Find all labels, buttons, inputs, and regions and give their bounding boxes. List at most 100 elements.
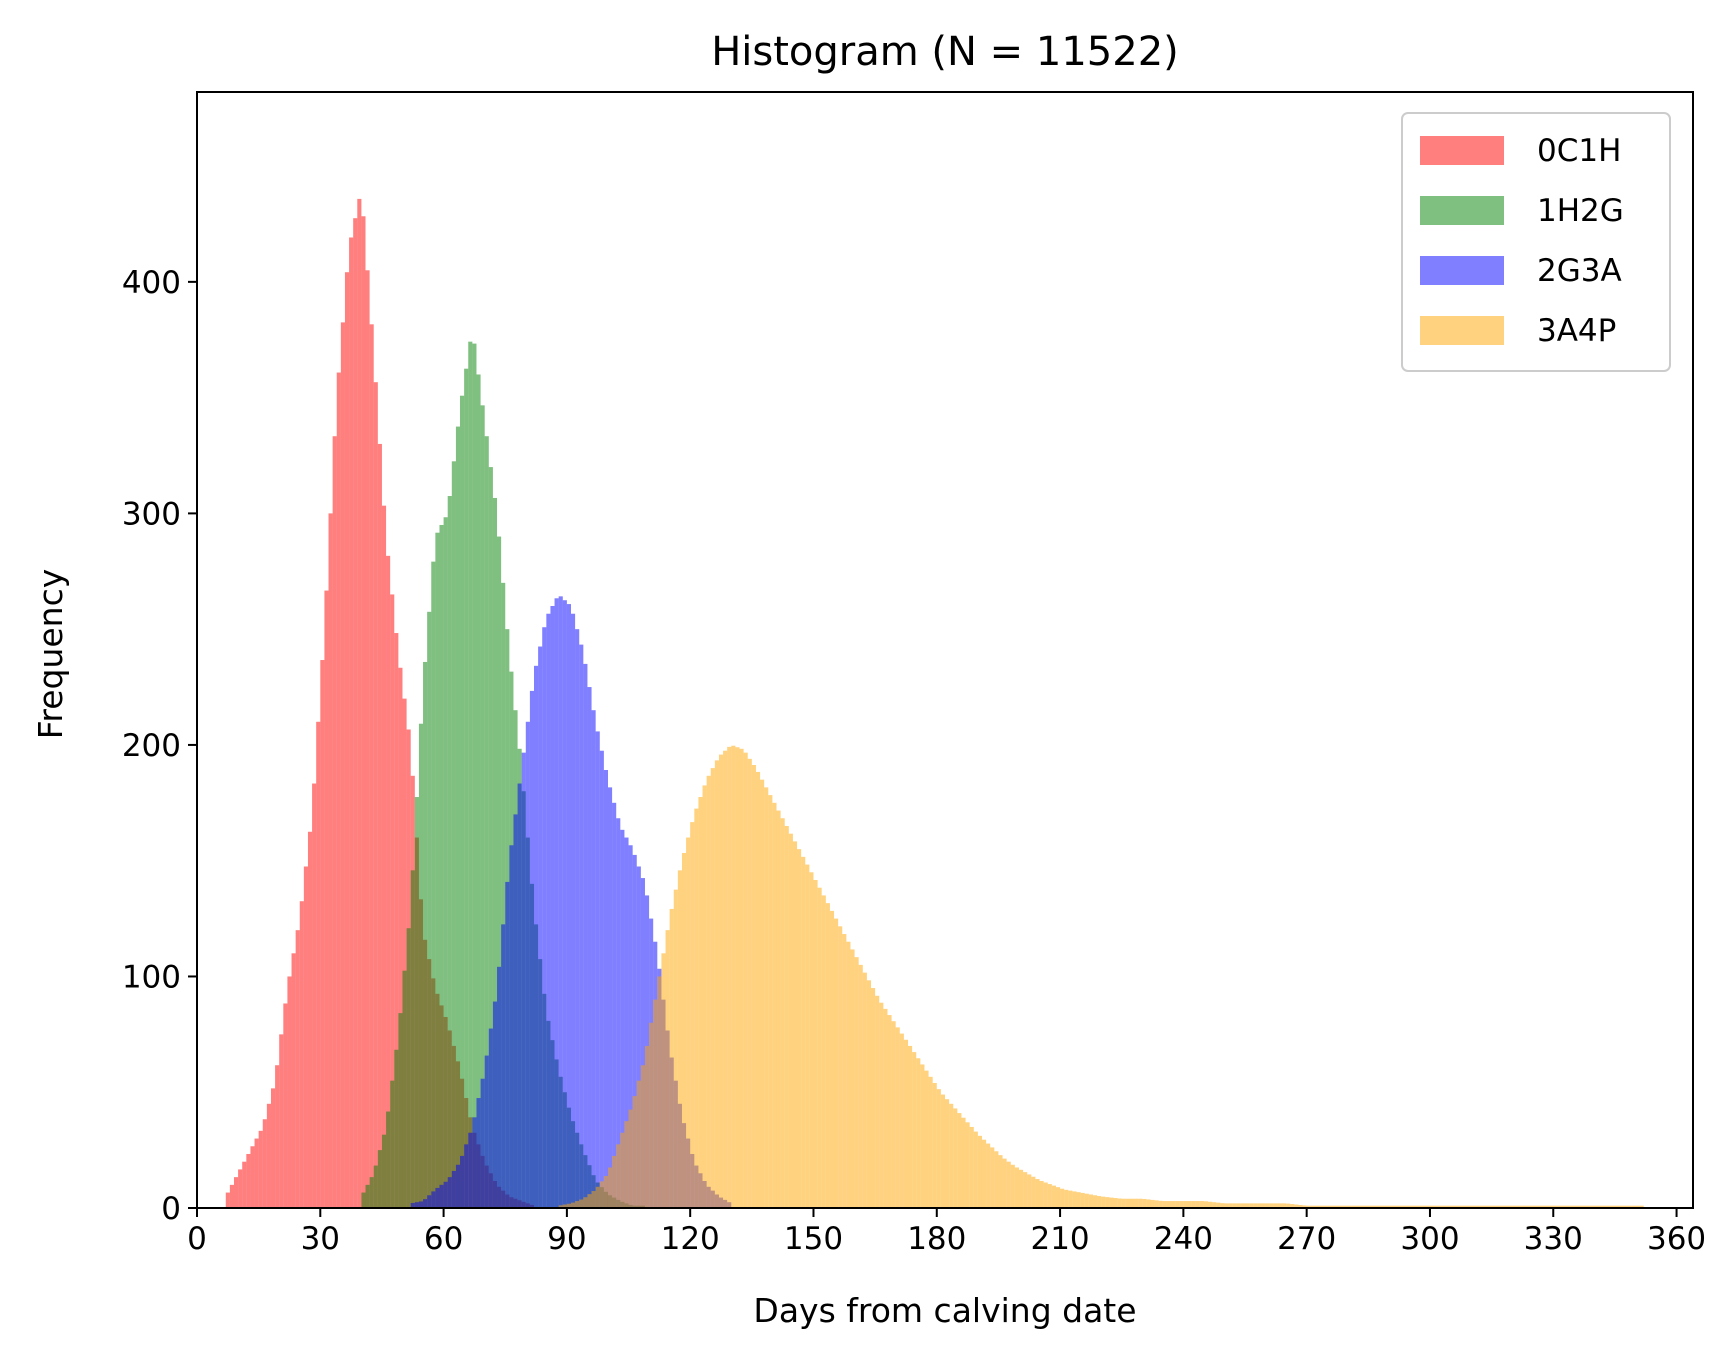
- histogram-bar: [1368, 1205, 1373, 1208]
- histogram-bar: [772, 802, 777, 1208]
- histogram-bar: [1314, 1205, 1319, 1208]
- histogram-bar: [871, 988, 876, 1208]
- histogram-bar: [1475, 1205, 1480, 1208]
- x-tick-label: 150: [784, 1221, 843, 1257]
- histogram-bar: [340, 322, 345, 1208]
- histogram-bar: [1319, 1205, 1324, 1208]
- histogram-bar: [410, 870, 415, 1208]
- histogram-bar: [365, 270, 370, 1208]
- histogram-bar: [373, 382, 378, 1208]
- histogram-bar: [283, 1003, 288, 1208]
- legend: 0C1H 1H2G 2G3A 3A4P: [1401, 112, 1671, 372]
- x-tick-label: 180: [907, 1221, 966, 1257]
- histogram-bar: [640, 1065, 645, 1208]
- histogram-bar: [451, 461, 456, 1208]
- histogram-bar: [381, 505, 387, 1208]
- histogram-bar: [1191, 1201, 1196, 1208]
- histogram-bar: [1573, 1205, 1578, 1208]
- histogram-bar: [418, 723, 424, 1208]
- histogram-bar: [431, 1191, 436, 1208]
- histogram-bar: [842, 934, 847, 1208]
- histogram-bar: [480, 1078, 485, 1208]
- histogram-bar: [624, 837, 629, 1208]
- histogram-bar: [238, 1169, 243, 1208]
- histogram-bar: [1216, 1202, 1221, 1208]
- histogram-bar: [747, 758, 752, 1208]
- histogram-bar: [1097, 1196, 1102, 1208]
- histogram-bar: [628, 1109, 633, 1208]
- histogram-bar: [484, 436, 489, 1209]
- histogram-bar: [1187, 1201, 1192, 1208]
- histogram-bar: [1294, 1204, 1299, 1208]
- histogram-bar: [386, 1111, 391, 1208]
- histogram-bar: [1355, 1205, 1361, 1208]
- histogram-bar: [505, 881, 510, 1208]
- histogram-bar: [501, 924, 506, 1208]
- histogram-bar: [1454, 1205, 1459, 1208]
- histogram-bar: [1134, 1198, 1139, 1208]
- histogram-bar: [365, 1184, 370, 1208]
- histogram-bar: [1458, 1205, 1463, 1208]
- histogram-bar: [1434, 1205, 1439, 1208]
- histogram-bar: [912, 1052, 917, 1208]
- histogram-bar: [1413, 1205, 1418, 1208]
- histogram-bar: [768, 795, 773, 1208]
- x-tick-label: 360: [1647, 1221, 1706, 1257]
- histogram-bar: [275, 1065, 280, 1208]
- histogram-bar: [1586, 1205, 1591, 1208]
- histogram-bar: [287, 976, 292, 1208]
- histogram-bar: [1528, 1205, 1533, 1208]
- legend-label: 1H2G: [1537, 193, 1624, 229]
- legend-box: [1401, 112, 1671, 372]
- histogram-bar: [862, 972, 867, 1208]
- histogram-bar: [1084, 1193, 1089, 1208]
- x-tick-label: 90: [547, 1221, 586, 1257]
- histogram-bar: [1142, 1198, 1147, 1208]
- histogram-bar: [681, 852, 687, 1208]
- histogram-bar: [521, 752, 526, 1208]
- histogram-bar: [1491, 1205, 1496, 1208]
- histogram-bar: [1006, 1161, 1011, 1208]
- histogram-bar: [1442, 1205, 1447, 1208]
- histogram-bar: [390, 594, 395, 1208]
- legend-swatch: [1420, 256, 1504, 285]
- histogram-bar: [607, 1167, 613, 1208]
- histogram-bar: [764, 787, 769, 1208]
- histogram-bar: [858, 964, 863, 1208]
- histogram-bar: [1010, 1164, 1015, 1208]
- legend-swatch: [1420, 136, 1504, 165]
- histogram-bar: [316, 721, 321, 1208]
- histogram-bar: [1208, 1201, 1213, 1208]
- histogram-bar: [595, 731, 600, 1208]
- series-3A4P: [558, 745, 1644, 1208]
- histogram-bar: [640, 878, 645, 1208]
- histogram-bar: [1384, 1205, 1389, 1208]
- histogram-bar: [690, 822, 695, 1208]
- histogram-bar: [402, 970, 407, 1208]
- histogram-bar: [476, 374, 481, 1209]
- histogram-bar: [460, 1155, 465, 1208]
- histogram-bar: [484, 1055, 489, 1208]
- histogram-bar: [829, 910, 835, 1208]
- histogram-bar: [838, 926, 843, 1208]
- histogram-bar: [1154, 1200, 1159, 1208]
- histogram-bar: [1183, 1201, 1188, 1208]
- histogram-bar: [451, 1170, 456, 1208]
- histogram-bar: [1138, 1198, 1143, 1208]
- histogram-bar: [1331, 1205, 1336, 1208]
- histogram-bar: [266, 1103, 271, 1208]
- x-tick-label: 240: [1154, 1221, 1213, 1257]
- histogram-bar: [1080, 1192, 1085, 1208]
- histogram-bar: [1421, 1205, 1426, 1208]
- histogram-bar: [1466, 1205, 1472, 1208]
- histogram-bar: [920, 1064, 925, 1208]
- histogram-bar: [612, 802, 617, 1208]
- histogram-bar: [1261, 1203, 1266, 1208]
- histogram-bar: [1405, 1205, 1410, 1208]
- y-axis-label: Frequency: [31, 569, 70, 739]
- histogram-bar: [529, 690, 535, 1208]
- histogram-bar: [1023, 1172, 1028, 1208]
- histogram-bar: [1639, 1205, 1644, 1208]
- histogram-bar: [1360, 1205, 1365, 1208]
- histogram-bar: [270, 1088, 276, 1208]
